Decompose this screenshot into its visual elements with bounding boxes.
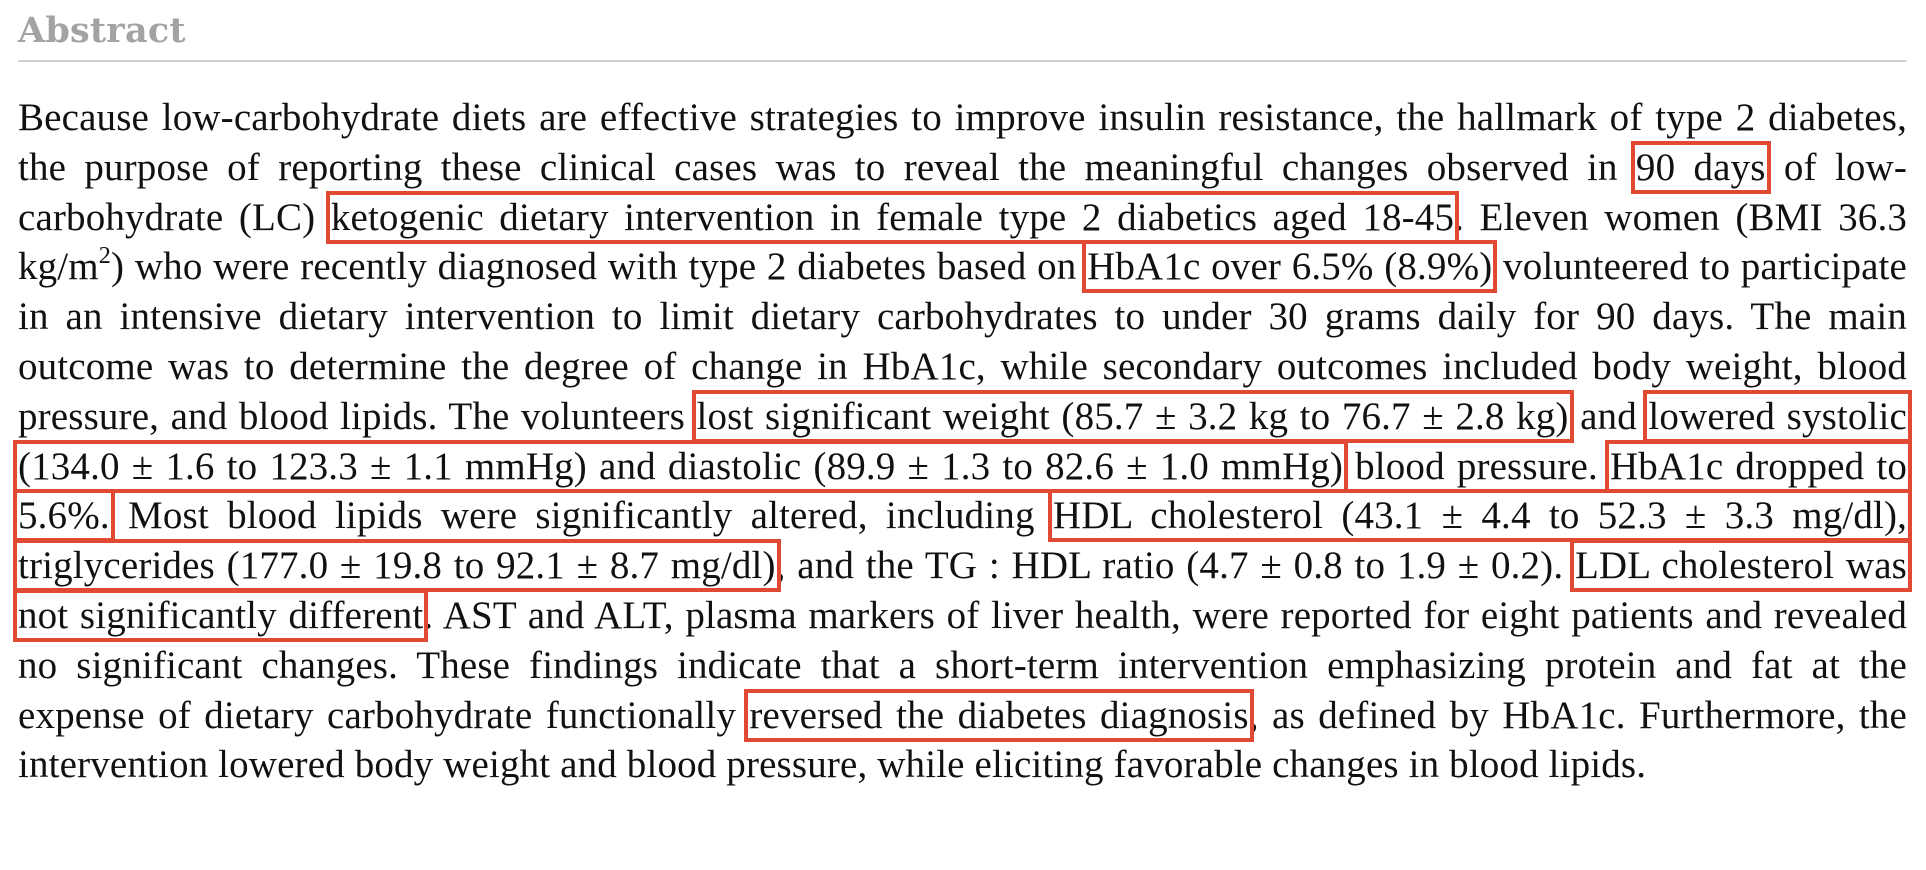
highlight-ldl: LDL cholesterol was not significantly di… (12, 539, 1913, 642)
abstract-text: , and the TG : HDL ratio (4.7 ± 0.8 to 1… (775, 544, 1575, 588)
abstract-text: , as defined by HbA1c. Furthermore, the … (18, 693, 1907, 787)
abstract-text: . AST and ALT, plasma markers of liver h… (18, 593, 1907, 737)
abstract-text: volunteered to participate in an intensi… (18, 245, 1907, 438)
highlight-blood-pressure: lowered systolic (134.0 ± 1.6 to 123.3 ±… (13, 389, 1912, 493)
abstract-text: Because low-carbohydrate diets are effec… (18, 96, 1907, 189)
highlight-reversal: reversed the diabetes diagnosis (744, 688, 1254, 742)
abstract-paragraph: Because low-carbohydrate diets are effec… (12, 93, 1913, 790)
highlight-intervention: ketogenic dietary intervention in female… (325, 190, 1460, 244)
abstract-text: and (1568, 394, 1649, 438)
abstract-text: blood pressure. (1343, 444, 1610, 488)
abstract-text: of low-carbohydrate (LC) (18, 145, 1907, 239)
highlight-weight-loss: lost significant weight (85.7 ± 3.2 kg t… (691, 389, 1574, 443)
highlight-lipids: HDL cholesterol (43.1 ± 4.4 to 52.3 ± 3.… (13, 489, 1912, 593)
heading-divider (18, 60, 1907, 62)
abstract-section: Abstract Because low-carbohydrate diets … (12, 0, 1913, 790)
abstract-heading: Abstract (18, 10, 186, 51)
highlight-baseline-hba1c: HbA1c over 6.5% (8.9%) (1082, 240, 1498, 294)
abstract-text: . Eleven women (BMI 36.3 kg/m (18, 195, 1907, 289)
abstract-text: Most blood lipids were significantly alt… (109, 494, 1053, 538)
highlight-hba1c-drop: HbA1c dropped to 5.6%. (13, 439, 1912, 543)
superscript-exponent: 2 (98, 241, 112, 269)
highlight-duration: 90 days (1630, 140, 1771, 194)
abstract-text: ) who were recently diagnosed with type … (111, 245, 1088, 289)
